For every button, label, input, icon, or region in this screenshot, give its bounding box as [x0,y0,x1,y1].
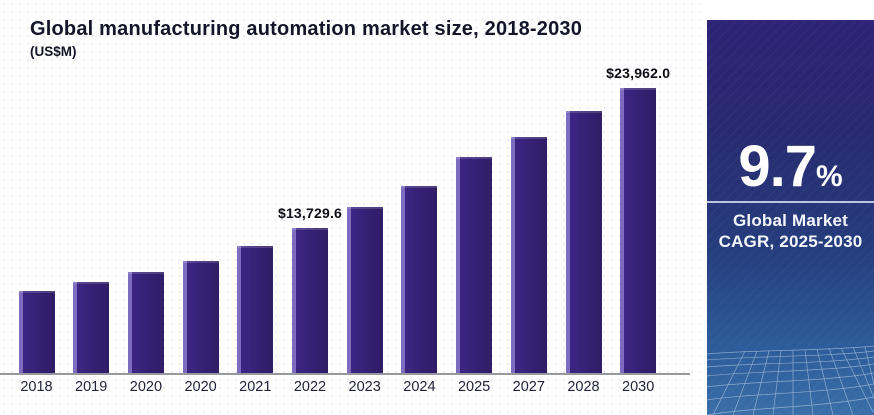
title-block: Global manufacturing automation market s… [30,18,582,59]
bar-2020-3 [182,261,219,373]
cagr-caption-line2: CAGR, 2025-2030 [718,231,863,251]
x-axis-label: 2025 [457,379,491,395]
x-axis-label: 2019 [75,379,108,395]
cagr-caption: Global Market CAGR, 2025-2030 [707,211,874,253]
bar-chart: Global manufacturing automation market s… [0,0,700,415]
chart-title: Global manufacturing automation market s… [30,18,583,40]
x-axis-label: 2020 [184,379,217,395]
cagr-stat: 9.7% [707,138,874,196]
bar-value-label: $13,729.6 [277,204,343,221]
panel-divider [707,201,874,203]
chart-units-subtitle: (US$M) [30,44,77,59]
bar-2019-1 [73,282,110,373]
bar-2025-8 [456,157,493,373]
cagr-panel: 9.7% Global Market CAGR, 2025-2030 [707,20,874,415]
bar-2024-7 [401,186,438,373]
cagr-value: 9.7 [738,134,817,199]
bar-2028-10 [565,111,602,373]
bar-2021-4 [237,246,274,373]
cagr-percent-sign: % [815,160,843,193]
x-axis-label: 2027 [512,379,545,395]
x-axis-label: 2028 [567,379,600,395]
bar-2022-5 [292,227,328,373]
x-axis-label: 2030 [622,379,655,395]
x-axis-label: 2023 [348,379,381,395]
bar-2020-2 [127,272,164,373]
bar-value-label: $23,962.0 [606,65,671,82]
cagr-caption-line1: Global Market [732,211,849,230]
x-axis-label: 2020 [129,379,163,395]
x-axis-label: 2022 [293,379,327,395]
x-axis-label: 2021 [239,379,272,395]
x-axis-label: 2024 [403,379,436,395]
bar-2030-11 [620,88,657,373]
x-axis-line [0,373,690,375]
bar-2018-0 [18,291,55,373]
bar-2023-6 [346,206,383,373]
x-axis-label: 2018 [20,379,53,395]
bar-2027-9 [510,136,547,373]
perspective-grid-graphic [707,345,874,415]
